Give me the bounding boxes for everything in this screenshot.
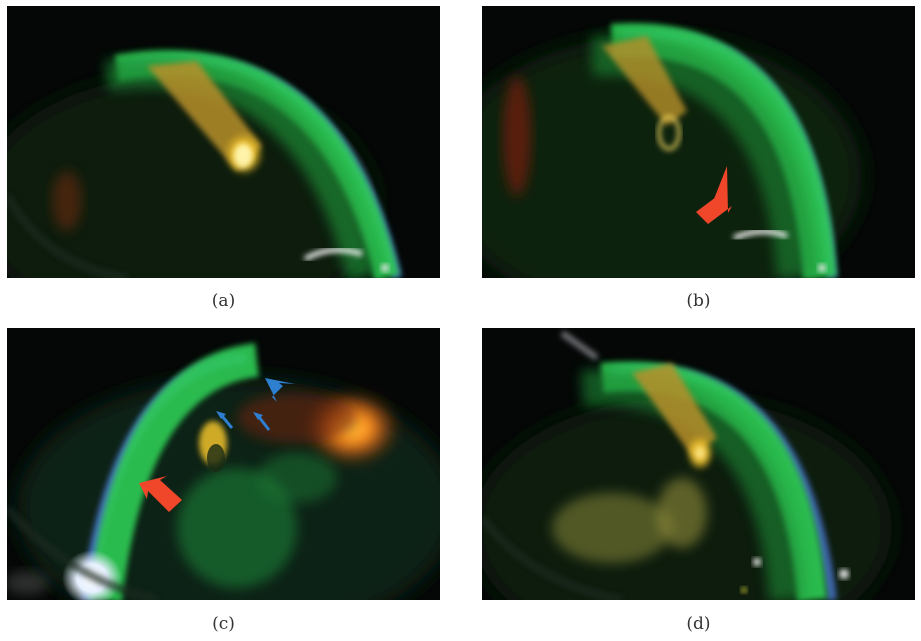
caption-c: (c)	[212, 614, 235, 634]
red-arrow-icon	[139, 476, 182, 512]
blue-arrow-icon	[265, 378, 295, 402]
slit-lamp-photo-c	[7, 328, 440, 600]
slit-lamp-photo-a	[7, 6, 440, 278]
slit-lamp-photo-d	[482, 328, 915, 600]
caption-a: (a)	[211, 291, 236, 311]
photo-panel-b	[482, 6, 915, 278]
caption-d: (d)	[686, 614, 711, 634]
blue-arrow-icon	[216, 411, 234, 429]
slit-lamp-photo-b	[482, 6, 915, 278]
photo-panel-d	[482, 328, 915, 600]
blue-arrow-icon	[253, 412, 271, 431]
photo-panel-c	[7, 328, 440, 600]
photo-panel-a	[7, 6, 440, 278]
red-arrow-icon	[696, 166, 732, 224]
caption-b: (b)	[686, 291, 711, 311]
